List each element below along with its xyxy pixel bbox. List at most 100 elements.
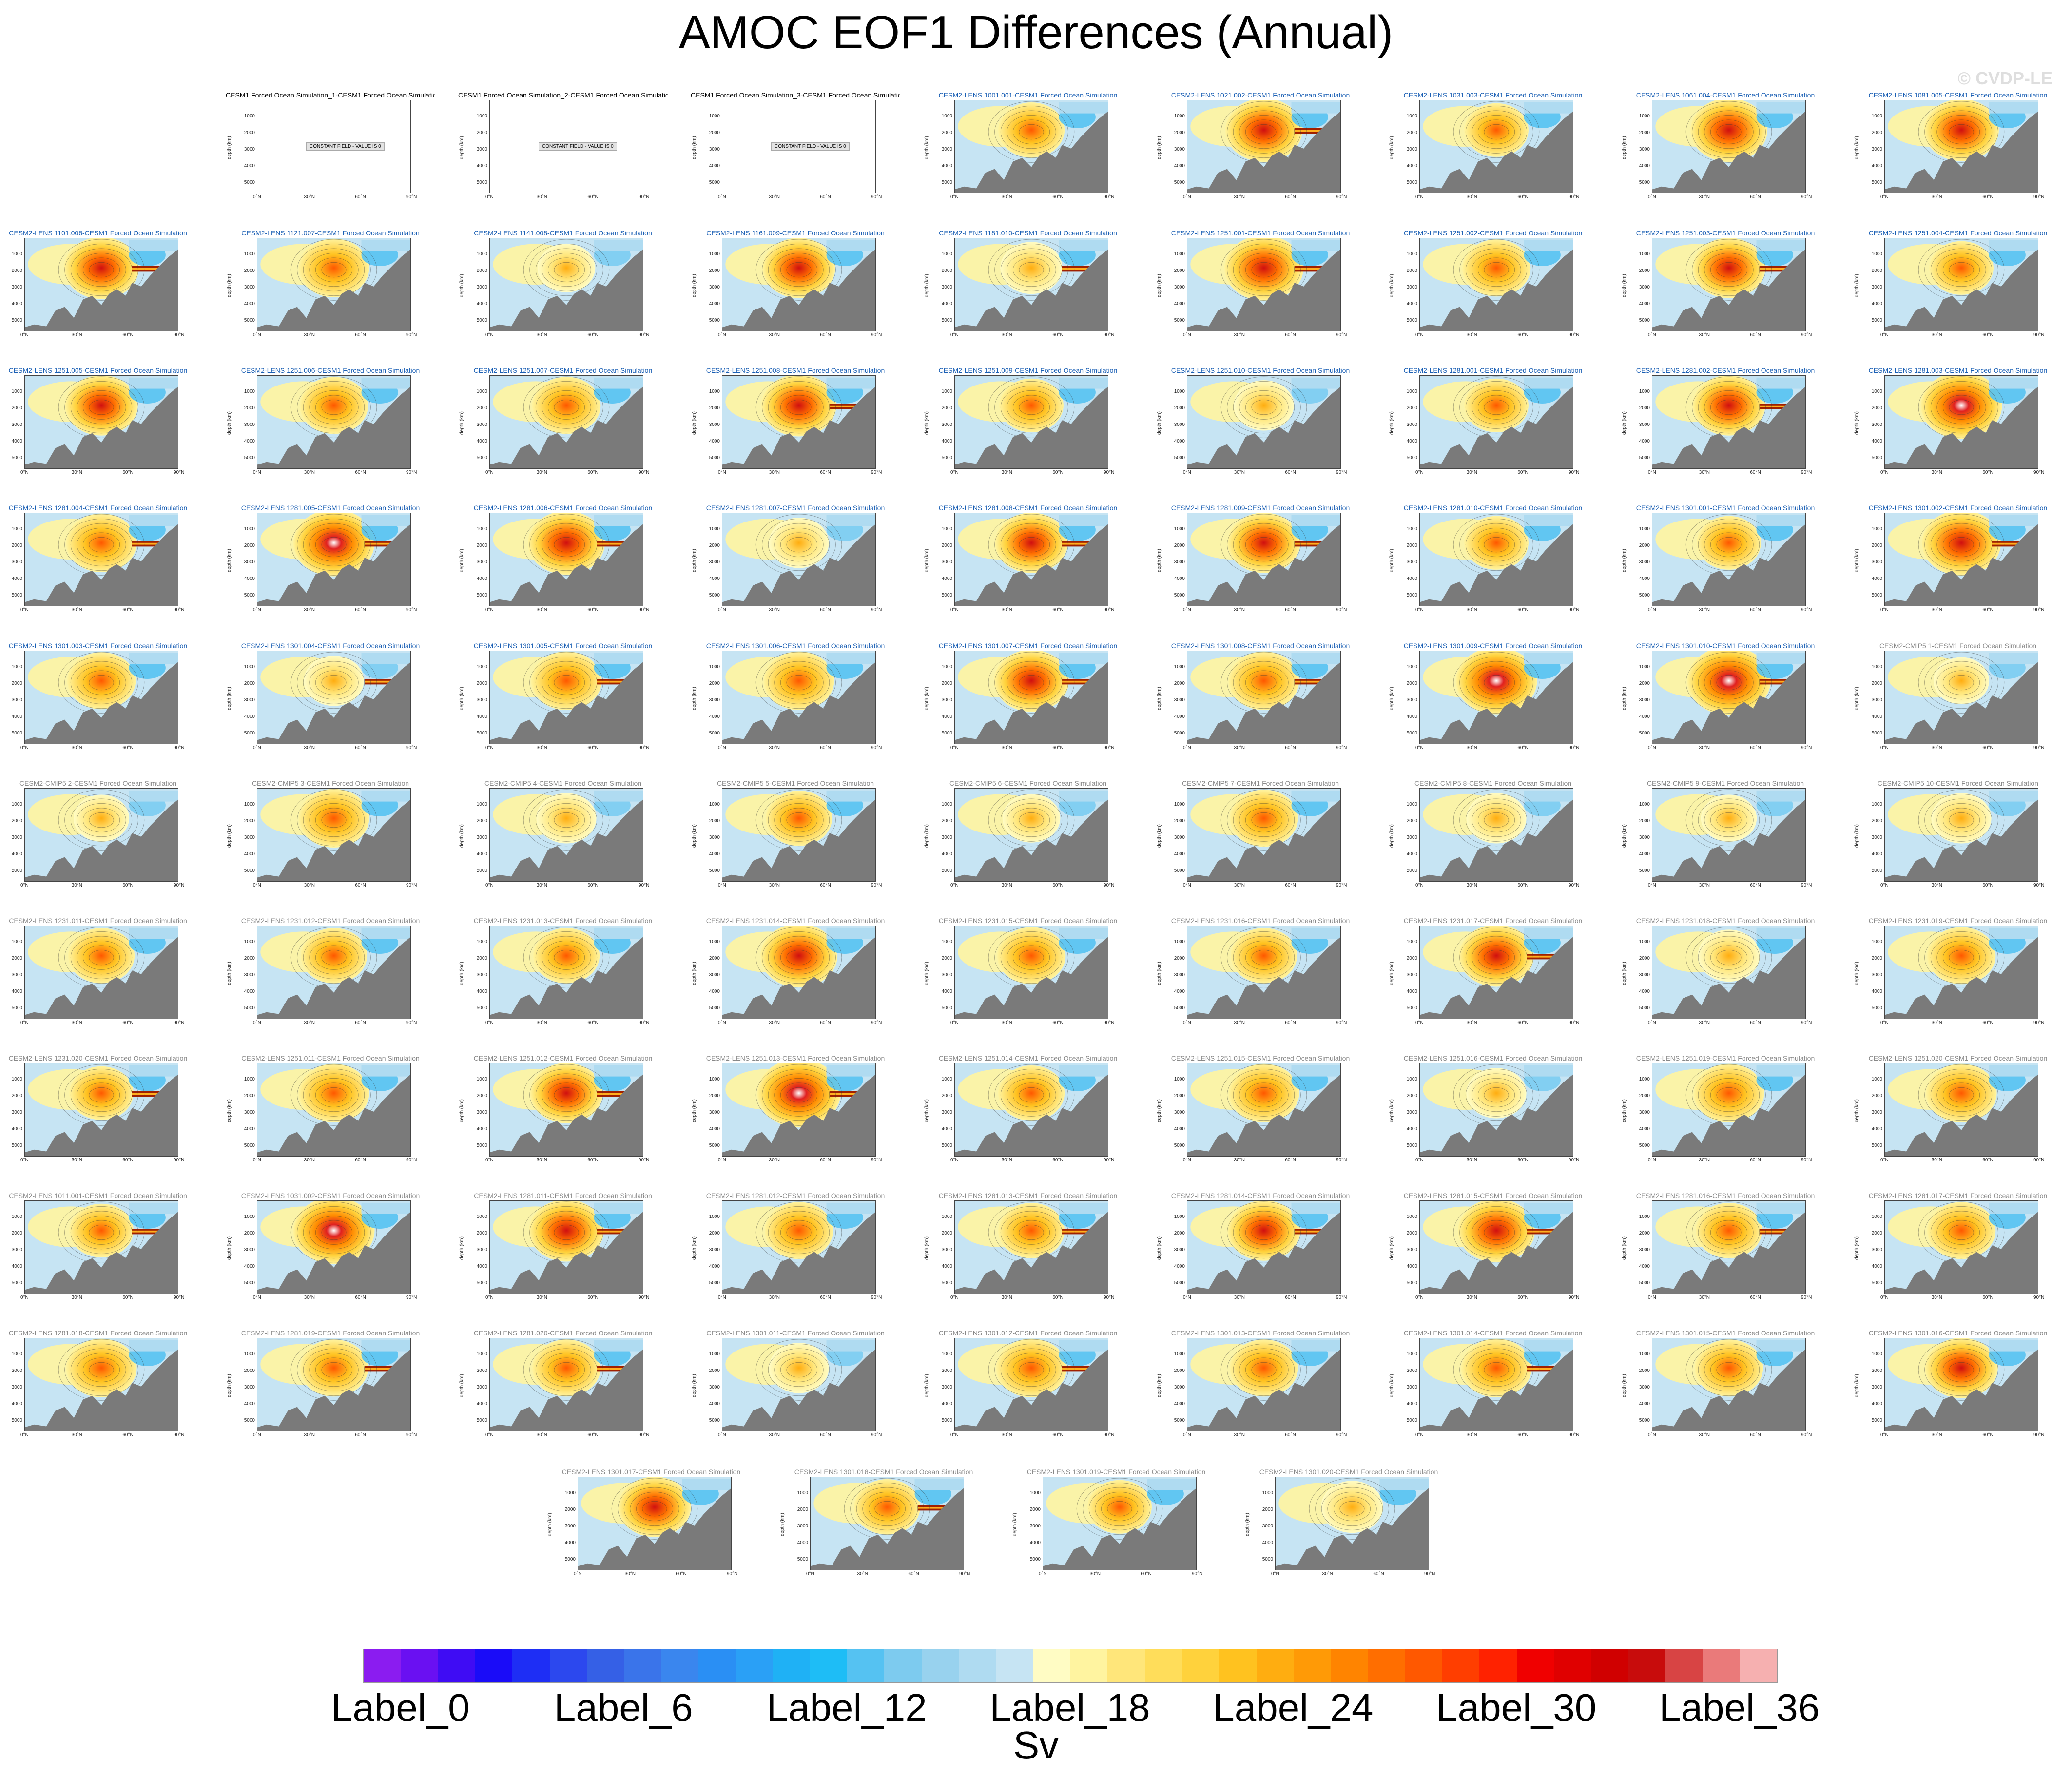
panel-plot-area [1187,926,1341,1019]
x-tick-label: 60°N [1517,1295,1529,1300]
panel-plot-area [722,788,876,882]
contour-line [290,1201,377,1263]
contour-line [1930,798,1993,842]
y-tick-label: 2000 [1639,130,1650,135]
contour-line [844,1478,930,1540]
amoc-panel: CESM2-LENS 1251.007-CESM1 Forced Ocean S… [458,367,663,479]
contour-line [1949,1225,1974,1240]
contour-line [1685,376,1772,438]
y-tick-label: 2000 [476,1230,487,1236]
y-tick-label: 5000 [941,179,952,185]
y-tick-label: 4000 [244,1401,255,1407]
x-tick-label: 30°N [769,1020,780,1025]
amoc-core [1927,1202,1996,1259]
x-tick-label: 30°N [769,470,780,475]
panel-title: CESM2-LENS 1281.012-CESM1 Forced Ocean S… [706,1192,885,1199]
y-tick-label: 5000 [1406,868,1417,873]
contour-line [523,789,610,851]
stripe-core [1759,405,1805,407]
bathymetry [1652,111,1805,193]
contour-line [1472,1353,1521,1387]
y-tick-label: 1000 [1174,664,1185,670]
y-tick-label: 4000 [476,1401,487,1407]
y-axis-label: depth (km) [1157,549,1162,572]
x-tick-label: 30°N [1931,332,1942,338]
y-tick-label: 1000 [244,388,255,394]
arctic-band [1989,1202,2038,1214]
y-tick-label: 1000 [941,113,952,119]
y-tick-label: 3000 [709,834,720,840]
bathymetry [1420,249,1573,331]
y-tick-label: 3000 [244,1247,255,1253]
amoc-core [1459,926,1534,987]
contour-line [523,376,610,438]
y-tick-label: 2000 [11,1093,22,1099]
x-tick-label: 90°N [639,332,650,338]
y-axis-label: depth (km) [1854,1374,1859,1397]
arctic-band [361,1065,410,1077]
panel-title: CESM2-LENS 1281.007-CESM1 Forced Ocean S… [706,504,885,512]
x-tick-label: 90°N [1801,1295,1812,1300]
contour-line [542,666,591,700]
panel-field [1885,238,2038,331]
panel-plot-area [1884,375,2038,469]
y-axis-label: depth (km) [924,274,929,297]
panel-title: CESM1 Forced Ocean Simulation_2-CESM1 Fo… [458,91,668,99]
y-tick-label: 5000 [1174,1417,1185,1423]
x-tick-label: 0°N [718,332,726,338]
y-tick-label: 2000 [244,1230,255,1236]
x-tick-label: 30°N [1699,332,1710,338]
y-tick-label: 2000 [1871,542,1882,548]
x-tick-label: 60°N [1750,1432,1761,1438]
y-tick-label: 4000 [941,1401,952,1407]
y-tick-label: 2000 [11,818,22,824]
colorbar-swatch [512,1649,550,1682]
contour-line [554,812,579,828]
amoc-panel: CESM2-LENS 1281.004-CESM1 Forced Ocean S… [0,504,198,616]
colorbar-swatch [810,1649,848,1682]
panel-field [1885,789,2038,881]
contour-line [89,537,114,553]
y-tick-label: 2000 [941,1368,952,1373]
x-tick-label: 60°N [355,1432,366,1438]
amoc-panel: CESM2-LENS 1281.020-CESM1 Forced Ocean S… [458,1329,663,1441]
contour-line [1245,808,1282,832]
x-tick-label: 30°N [304,194,315,200]
contour-line [83,532,120,557]
y-tick-label: 1000 [709,801,720,807]
y-tick-label: 2000 [1406,268,1417,273]
amoc-panel: CESM2-CMIP5 9-CESM1 Forced Ocean Simulat… [1621,779,1825,891]
contour-line [1949,1362,1974,1378]
bathymetry [955,386,1108,468]
y-tick-label: 2000 [244,130,255,135]
contour-line [529,1069,603,1121]
panel-title: CESM2-CMIP5 6-CESM1 Forced Ocean Simulat… [949,779,1107,787]
colorbar-swatch [1665,1649,1703,1682]
y-tick-label: 1000 [1029,1490,1041,1496]
contour-line [1924,1069,1998,1121]
panel-title: CESM2-LENS 1121.007-CESM1 Forced Ocean S… [241,229,420,237]
y-tick-label: 2000 [1871,1230,1882,1236]
bathymetry [490,1349,643,1431]
amoc-core [299,377,368,434]
contour-line [554,950,579,966]
x-tick-label: 30°N [71,1158,82,1163]
panel-title: CESM2-LENS 1251.001-CESM1 Forced Ocean S… [1171,229,1350,237]
y-tick-label: 2000 [1639,1368,1650,1373]
contour-line [64,1206,138,1259]
y-axis-label: depth (km) [1157,824,1162,848]
contour-line [780,395,817,420]
contour-line [70,1073,133,1117]
stripe-core [1294,1230,1340,1233]
contour-line [1453,652,1540,714]
y-axis-label: depth (km) [780,1513,785,1536]
bathymetry [1420,799,1573,881]
contour-line [1685,789,1772,851]
x-tick-label: 60°N [587,1158,599,1163]
panel-title: CESM2-LENS 1281.001-CESM1 Forced Ocean S… [1403,367,1583,374]
contour-line [315,532,352,557]
bathymetry [490,937,643,1019]
contour-line [1704,1078,1754,1112]
contour-line [786,1362,812,1378]
x-tick-label: 60°N [355,883,366,888]
